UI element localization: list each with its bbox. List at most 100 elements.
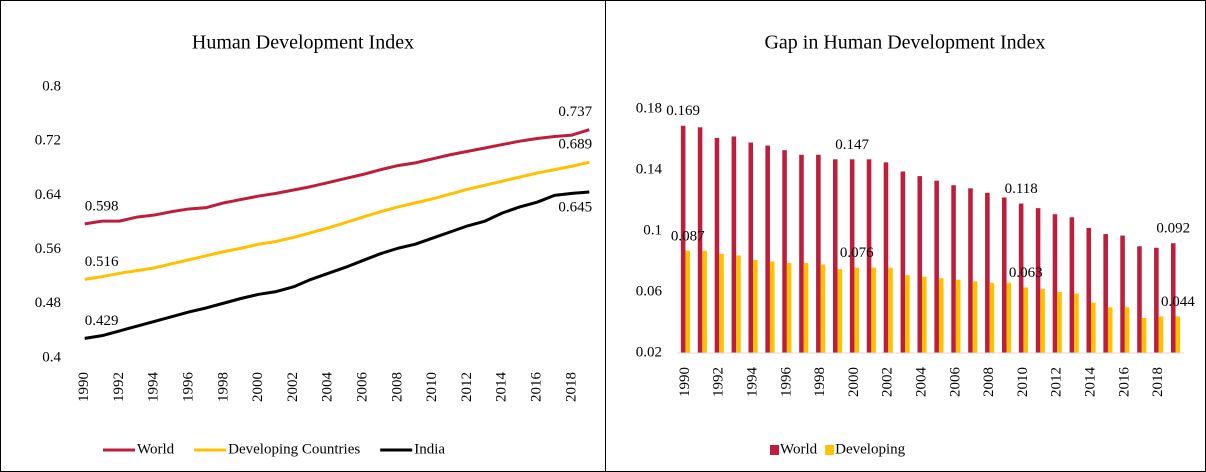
data-label: 0.118 [1005, 181, 1038, 197]
bar [1069, 217, 1075, 353]
bar [917, 176, 923, 353]
bar [832, 159, 838, 353]
chart-title: Human Development Index [192, 32, 414, 54]
bar [816, 154, 821, 353]
x-tick-label: 2014 [1082, 367, 1098, 398]
legend-swatch [770, 445, 779, 455]
bar [753, 259, 758, 353]
x-tick-label: 2014 [494, 372, 510, 403]
y-tick-label: 0.02 [636, 344, 662, 360]
bar [1170, 243, 1176, 353]
bar [786, 263, 792, 353]
line-series [84, 160, 590, 281]
bar [951, 185, 956, 353]
x-tick-label: 2016 [529, 372, 545, 403]
x-tick-label: 2002 [880, 367, 896, 397]
bar [972, 281, 978, 353]
x-tick-label: 2008 [389, 372, 405, 402]
x-tick-label: 2002 [285, 372, 301, 402]
x-tick-label: 2012 [459, 372, 475, 402]
bar [854, 267, 860, 353]
bar [769, 261, 775, 353]
bar [1120, 235, 1125, 353]
bar [968, 188, 973, 353]
x-tick-label: 2008 [981, 367, 997, 397]
data-label: 0.044 [1161, 294, 1195, 310]
x-tick-label: 1998 [812, 367, 828, 397]
bar [938, 278, 944, 353]
data-label: 0.169 [666, 103, 700, 119]
x-tick-label: 2000 [250, 372, 266, 402]
x-tick-label: 2018 [563, 372, 579, 402]
y-tick-label: 0.1 [643, 222, 662, 238]
data-label: 0.063 [1009, 265, 1043, 281]
bar [849, 159, 855, 353]
line-series [84, 128, 590, 226]
x-tick-label: 1994 [146, 372, 162, 403]
x-tick-label: 1992 [111, 372, 127, 402]
bar [765, 145, 770, 353]
bar [1107, 307, 1113, 353]
legend-label: India [414, 441, 445, 457]
bar [1040, 288, 1045, 353]
bar [1001, 197, 1007, 353]
bar [888, 267, 893, 353]
bar [1154, 247, 1159, 353]
bar [871, 267, 876, 353]
y-tick-label: 0.8 [42, 78, 61, 94]
y-tick-label: 0.48 [35, 295, 61, 311]
bar [736, 255, 741, 353]
legend-swatch [825, 445, 835, 455]
data-label: 0.429 [85, 313, 119, 329]
bar [1086, 227, 1092, 353]
bar [883, 162, 889, 353]
bar [955, 279, 961, 353]
y-tick-label: 0.72 [35, 133, 61, 149]
data-label: 0.147 [835, 137, 869, 153]
x-tick-label: 1996 [181, 372, 197, 403]
x-tick-label: 2012 [1049, 367, 1065, 397]
data-label: 0.087 [671, 228, 705, 244]
bar [1052, 214, 1058, 353]
bar [820, 264, 826, 353]
bar [1158, 316, 1164, 353]
x-tick-label: 2010 [1015, 367, 1031, 397]
bar [1035, 208, 1041, 353]
x-tick-label: 2004 [913, 367, 929, 398]
bar [1175, 316, 1181, 353]
data-label: 0.598 [85, 198, 119, 214]
y-tick-label: 0.64 [35, 187, 62, 203]
data-label: 0.689 [558, 137, 592, 153]
bar [922, 276, 927, 353]
bar [934, 180, 939, 353]
x-tick-label: 1990 [677, 367, 693, 397]
x-tick-label: 2016 [1116, 367, 1132, 398]
legend-label: Developing [835, 441, 905, 457]
y-tick-label: 0.4 [42, 349, 61, 365]
bar [866, 159, 872, 353]
bar [731, 136, 737, 353]
data-label: 0.076 [840, 245, 874, 261]
x-tick-label: 1994 [744, 367, 760, 398]
data-label: 0.092 [1156, 221, 1190, 237]
data-label: 0.516 [85, 254, 119, 270]
bar [1141, 317, 1147, 353]
bar [989, 282, 995, 353]
y-tick-label: 0.56 [35, 241, 62, 257]
bar [702, 250, 707, 353]
bar [1091, 302, 1096, 353]
bar [985, 192, 990, 353]
bar [1057, 292, 1062, 353]
legend-label: World [780, 441, 818, 457]
bar [799, 154, 804, 353]
bar [685, 250, 691, 353]
x-tick-label: 1992 [711, 367, 727, 397]
bar [900, 171, 906, 353]
bar [1018, 203, 1024, 353]
y-tick-label: 0.18 [636, 100, 662, 116]
bar [719, 253, 724, 353]
x-tick-label: 1996 [778, 367, 794, 398]
bar [803, 263, 809, 353]
bar [1103, 234, 1108, 353]
